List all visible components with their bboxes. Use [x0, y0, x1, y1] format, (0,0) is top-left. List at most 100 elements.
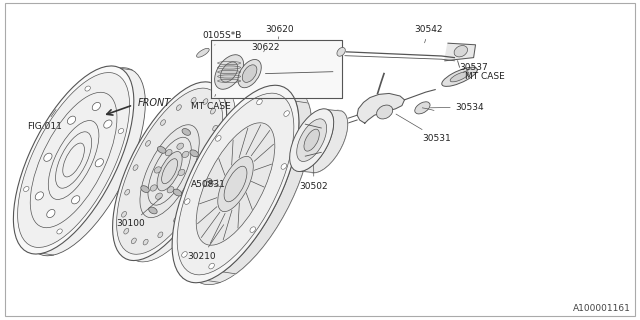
Ellipse shape — [104, 120, 112, 128]
Ellipse shape — [281, 164, 287, 169]
Text: FIG.011: FIG.011 — [27, 109, 61, 131]
Ellipse shape — [442, 67, 477, 86]
Text: 0105S*B: 0105S*B — [202, 31, 242, 45]
Ellipse shape — [177, 105, 181, 110]
Ellipse shape — [131, 238, 136, 244]
Ellipse shape — [150, 185, 157, 191]
Ellipse shape — [190, 150, 198, 157]
Polygon shape — [357, 93, 404, 123]
Ellipse shape — [173, 189, 182, 196]
Ellipse shape — [157, 152, 182, 191]
Text: 30531: 30531 — [396, 114, 451, 143]
Ellipse shape — [157, 147, 166, 153]
Ellipse shape — [290, 109, 333, 172]
Ellipse shape — [177, 143, 184, 149]
Ellipse shape — [191, 98, 196, 103]
Text: 30100: 30100 — [116, 198, 161, 228]
Ellipse shape — [284, 111, 289, 116]
Ellipse shape — [203, 99, 208, 104]
Polygon shape — [445, 43, 476, 61]
Ellipse shape — [125, 189, 130, 195]
Ellipse shape — [18, 73, 129, 247]
Ellipse shape — [57, 229, 62, 234]
Polygon shape — [301, 110, 348, 173]
Ellipse shape — [211, 108, 216, 114]
Ellipse shape — [122, 83, 236, 262]
Text: MT CASE: MT CASE — [465, 72, 505, 81]
Ellipse shape — [178, 169, 185, 176]
Polygon shape — [223, 101, 312, 274]
Ellipse shape — [165, 149, 172, 156]
Text: 30537: 30537 — [460, 63, 488, 72]
Text: 30620: 30620 — [266, 25, 294, 39]
Ellipse shape — [133, 165, 138, 171]
Ellipse shape — [224, 166, 247, 202]
Ellipse shape — [24, 187, 29, 191]
Ellipse shape — [196, 48, 209, 57]
Ellipse shape — [172, 85, 299, 283]
Ellipse shape — [243, 65, 257, 82]
Ellipse shape — [141, 186, 149, 193]
Ellipse shape — [182, 151, 189, 157]
Ellipse shape — [184, 199, 190, 204]
Ellipse shape — [196, 123, 275, 245]
Ellipse shape — [167, 187, 174, 193]
Text: 30542: 30542 — [415, 25, 444, 43]
Ellipse shape — [154, 167, 161, 173]
Ellipse shape — [250, 227, 255, 232]
Ellipse shape — [145, 140, 150, 146]
Ellipse shape — [297, 119, 326, 162]
Ellipse shape — [148, 207, 157, 214]
Text: A50831: A50831 — [191, 180, 225, 189]
Text: 30622: 30622 — [252, 43, 280, 52]
Ellipse shape — [44, 153, 52, 161]
Ellipse shape — [182, 252, 188, 257]
Ellipse shape — [67, 116, 76, 124]
Ellipse shape — [35, 192, 44, 200]
Ellipse shape — [92, 102, 100, 111]
Ellipse shape — [25, 68, 145, 256]
Text: 30210: 30210 — [188, 225, 224, 261]
Ellipse shape — [209, 263, 214, 269]
Ellipse shape — [221, 62, 237, 82]
Ellipse shape — [72, 196, 80, 204]
Ellipse shape — [376, 105, 393, 119]
Ellipse shape — [85, 86, 90, 91]
Ellipse shape — [450, 72, 469, 82]
Ellipse shape — [201, 172, 206, 178]
Ellipse shape — [238, 60, 261, 88]
Ellipse shape — [415, 102, 430, 114]
Ellipse shape — [156, 193, 163, 199]
Ellipse shape — [124, 228, 129, 234]
Ellipse shape — [189, 196, 194, 202]
Ellipse shape — [218, 156, 253, 212]
Ellipse shape — [173, 217, 179, 223]
Ellipse shape — [212, 125, 218, 131]
Polygon shape — [211, 40, 342, 98]
Ellipse shape — [304, 110, 348, 173]
Ellipse shape — [182, 129, 191, 135]
Ellipse shape — [116, 88, 223, 254]
Ellipse shape — [185, 87, 312, 285]
Ellipse shape — [337, 47, 346, 56]
Ellipse shape — [113, 82, 227, 260]
Ellipse shape — [454, 45, 467, 57]
Ellipse shape — [143, 239, 148, 245]
Ellipse shape — [122, 212, 127, 217]
Ellipse shape — [216, 136, 221, 141]
Ellipse shape — [204, 179, 212, 186]
Text: FRONT: FRONT — [138, 98, 171, 108]
Ellipse shape — [161, 120, 166, 125]
Ellipse shape — [13, 66, 134, 254]
Text: 30534: 30534 — [430, 103, 484, 112]
Ellipse shape — [304, 129, 319, 151]
Text: A100001161: A100001161 — [573, 304, 630, 313]
Ellipse shape — [177, 93, 294, 275]
Text: MT CASE: MT CASE — [191, 94, 230, 111]
Ellipse shape — [209, 148, 214, 153]
Text: 30502: 30502 — [300, 165, 328, 191]
Ellipse shape — [47, 209, 55, 218]
Ellipse shape — [158, 232, 163, 238]
Ellipse shape — [140, 125, 199, 218]
Ellipse shape — [214, 55, 244, 89]
